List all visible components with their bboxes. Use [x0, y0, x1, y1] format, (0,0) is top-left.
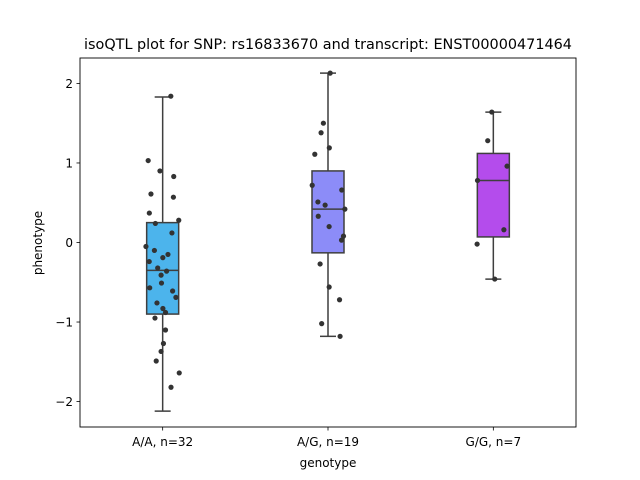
x-axis: A/A, n=32 A/G, n=19 G/G, n=7: [132, 427, 521, 449]
data-point: [309, 182, 315, 188]
data-point: [152, 220, 158, 227]
data-point: [504, 163, 510, 169]
data-point: [170, 194, 177, 200]
data-point: [489, 109, 495, 115]
data-point: [327, 70, 333, 76]
data-point: [337, 333, 343, 339]
y-tick-label: −2: [55, 395, 73, 409]
data-point: [326, 223, 332, 230]
box-group: [474, 109, 511, 282]
data-point: [485, 138, 491, 144]
data-point: [336, 297, 343, 303]
data-point: [168, 93, 174, 99]
x-tick-label: A/G, n=19: [297, 435, 359, 449]
data-point: [153, 358, 159, 364]
data-point: [312, 151, 318, 157]
data-point: [318, 130, 324, 136]
y-tick-label: 2: [65, 77, 73, 91]
data-point: [143, 243, 149, 250]
data-point: [160, 340, 167, 347]
data-point: [158, 348, 164, 355]
data-point: [155, 265, 161, 271]
data-point: [147, 285, 153, 291]
x-tick-label: G/G, n=7: [466, 435, 522, 449]
data-point: [326, 284, 332, 290]
data-point: [319, 321, 325, 327]
plot-area: [143, 70, 511, 412]
iqr-box: [145, 221, 180, 315]
chart-title: isoQTL plot for SNP: rs16833670 and tran…: [84, 37, 572, 53]
data-point: [170, 288, 176, 294]
data-point: [173, 294, 179, 300]
data-point: [176, 217, 182, 223]
data-point: [474, 177, 481, 184]
data-point: [152, 315, 158, 321]
data-point: [474, 241, 480, 247]
plot-frame: [79, 57, 577, 428]
x-axis-label: genotype: [300, 456, 357, 470]
data-point: [162, 327, 169, 333]
data-point: [338, 237, 345, 243]
data-point: [315, 213, 321, 219]
data-point: [169, 230, 175, 236]
box-group: [309, 70, 348, 339]
data-point: [165, 251, 171, 258]
data-point: [317, 261, 323, 267]
data-point: [148, 191, 154, 197]
y-axis: −2 −1 0 1 2: [55, 77, 80, 409]
iqr-box: [476, 152, 511, 238]
data-point: [154, 300, 160, 306]
data-point: [162, 309, 169, 316]
data-point: [492, 276, 498, 282]
data-point: [160, 255, 166, 261]
y-tick-label: −1: [55, 316, 73, 330]
data-point: [322, 202, 328, 208]
data-point: [342, 206, 348, 212]
y-tick-label: 1: [65, 156, 73, 170]
data-point: [163, 268, 170, 274]
data-point: [176, 370, 182, 376]
box-group: [143, 93, 182, 412]
data-point: [158, 280, 165, 286]
data-point: [158, 272, 164, 278]
data-point: [171, 173, 177, 180]
y-axis-label: phenotype: [31, 211, 45, 275]
data-point: [160, 305, 166, 312]
data-point: [168, 384, 174, 390]
data-point: [146, 258, 152, 265]
x-tick-label: A/A, n=32: [132, 435, 193, 449]
data-point: [340, 233, 347, 239]
data-point: [151, 247, 157, 254]
data-point: [320, 120, 326, 126]
data-point: [326, 145, 332, 151]
data-point: [315, 199, 321, 205]
data-point: [501, 227, 507, 233]
y-tick-label: 0: [65, 236, 73, 250]
data-point: [145, 157, 151, 164]
data-point: [157, 168, 163, 174]
iqr-box: [311, 170, 345, 254]
data-point: [339, 187, 345, 193]
data-point: [146, 210, 152, 216]
